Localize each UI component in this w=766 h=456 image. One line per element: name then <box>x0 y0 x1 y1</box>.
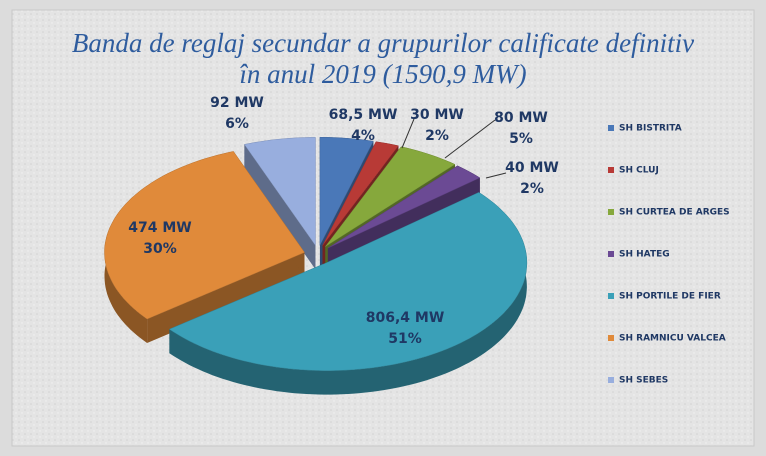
data-label: 30 MW <box>410 107 464 123</box>
legend-label: SH HATEG <box>619 250 670 260</box>
legend-label: SH CLUJ <box>619 166 659 176</box>
legend-label: SH SEBES <box>619 376 668 386</box>
chart-title: în anul 2019 (1590,9 MW) <box>239 59 526 89</box>
slice <box>168 192 528 371</box>
percent-label: 30% <box>143 241 177 257</box>
slice <box>325 146 456 247</box>
leader-line <box>401 118 415 149</box>
percent-label: 51% <box>388 331 422 347</box>
percent-label: 2% <box>520 181 544 197</box>
legend-swatch <box>608 293 614 299</box>
leader-line <box>444 119 496 159</box>
legend-swatch <box>608 335 614 341</box>
legend-swatch <box>608 377 614 383</box>
data-label: 40 MW <box>505 160 559 176</box>
legend-label: SH CURTEA DE ARGES <box>619 208 730 218</box>
leader-line <box>485 172 507 179</box>
slice <box>322 141 399 246</box>
percent-label: 4% <box>351 128 375 144</box>
legend-label: SH BISTRITA <box>619 124 682 134</box>
labels: 68,5 MW 4% SH BISTRITA 30 MW 2% SH CLUJ 80 MW 5… <box>128 95 729 386</box>
data-label: 80 MW <box>494 110 548 126</box>
slice <box>319 137 374 246</box>
data-label: 806,4 MW <box>366 310 445 326</box>
data-label: 474 MW <box>128 220 191 236</box>
pie <box>104 137 528 395</box>
slice <box>327 165 481 249</box>
slice <box>104 151 305 320</box>
percent-label: 2% <box>425 128 449 144</box>
legend-label: SH RAMNICU VALCEA <box>619 334 726 344</box>
percent-label: 5% <box>509 131 533 147</box>
legend-label: SH PORTILE DE FIER <box>619 292 721 302</box>
chart-title: Banda de reglaj secundar a grupurilor ca… <box>72 28 694 58</box>
legend-swatch <box>608 125 614 131</box>
legend-swatch <box>608 209 614 215</box>
slice <box>243 137 316 247</box>
slice-side <box>147 252 305 343</box>
legend-swatch <box>608 167 614 173</box>
data-label: 92 MW <box>210 95 264 111</box>
percent-label: 6% <box>225 116 249 132</box>
slice-side <box>244 144 316 270</box>
legend-swatch <box>608 251 614 257</box>
data-label: 68,5 MW <box>329 107 398 123</box>
